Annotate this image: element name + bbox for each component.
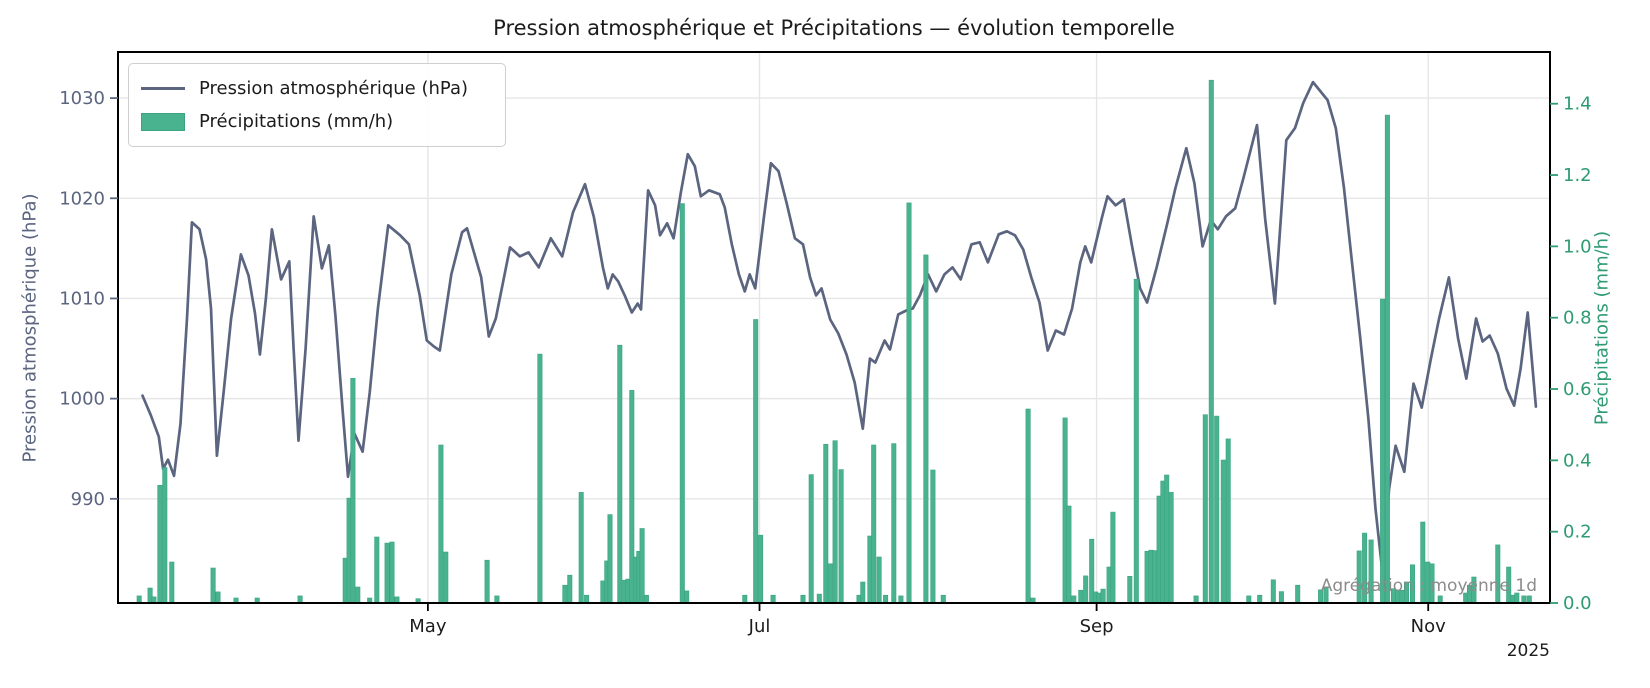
precip-bar xyxy=(1083,575,1089,604)
precip-bar xyxy=(930,469,936,604)
precip-bar xyxy=(1133,278,1139,604)
precip-bar xyxy=(389,541,395,604)
plot-border xyxy=(117,51,1551,604)
precip-bar xyxy=(1246,595,1252,604)
precip-bar xyxy=(1202,414,1208,604)
legend-label-precip: Précipitations (mm/h) xyxy=(199,111,394,132)
precip-bar xyxy=(617,344,623,604)
right-axis-label: Précipitations (mm/h) xyxy=(1591,230,1613,426)
precip-bar xyxy=(629,390,635,604)
precip-bar xyxy=(940,594,946,604)
legend-label-pressure: Pression atmosphérique (hPa) xyxy=(199,78,468,99)
chart-title: Pression atmosphérique et Précipitations… xyxy=(493,16,1175,40)
precip-bar xyxy=(679,203,685,604)
legend-item-precip: Précipitations (mm/h) xyxy=(141,105,491,138)
precip-bar xyxy=(578,492,584,604)
x-axis-year-label: 2025 xyxy=(1506,641,1550,661)
precip-bar xyxy=(1257,594,1263,604)
precip-bar xyxy=(827,563,833,604)
precip-bar xyxy=(584,594,590,604)
precip-bar xyxy=(758,534,764,604)
precip-bar xyxy=(384,542,390,604)
precip-bar xyxy=(643,594,649,604)
precip-bar xyxy=(639,528,645,604)
precip-bar xyxy=(484,559,490,604)
precip-bar xyxy=(297,595,303,604)
precip-bar xyxy=(607,514,613,604)
right-tick-label: 0.6 xyxy=(1563,379,1592,400)
x-tick-label: Jul xyxy=(748,616,771,637)
precip-bar xyxy=(770,594,776,604)
precip-bar xyxy=(537,353,543,604)
precip-bar xyxy=(906,202,912,604)
precip-bar xyxy=(210,567,216,604)
precip-bar xyxy=(350,377,356,604)
precip-bar xyxy=(871,444,877,604)
precip-bar xyxy=(1066,505,1072,604)
precip-bar xyxy=(157,484,163,604)
precip-bar xyxy=(832,440,838,604)
precip-bar-swatch-icon xyxy=(141,112,185,131)
precip-bar xyxy=(816,593,822,604)
precip-bar xyxy=(1208,79,1214,604)
precip-bar xyxy=(215,591,221,604)
precip-bar xyxy=(876,556,882,604)
precip-bar xyxy=(355,586,361,604)
precip-bar xyxy=(753,319,759,604)
precip-bar xyxy=(1214,415,1220,604)
precip-bar xyxy=(438,444,444,604)
right-tick-label: 1.2 xyxy=(1563,165,1592,186)
legend: Pression atmosphérique (hPa) Précipitati… xyxy=(128,63,506,147)
right-tick-label: 0.4 xyxy=(1563,450,1592,471)
precip-bar xyxy=(898,595,904,604)
precip-bar xyxy=(374,536,380,604)
precip-bar xyxy=(443,551,449,604)
precip-bar xyxy=(1025,408,1031,604)
right-tick-label: 0.2 xyxy=(1563,522,1592,543)
precip-bar xyxy=(494,595,500,604)
precip-bar xyxy=(1193,595,1199,604)
precip-bar xyxy=(169,561,175,604)
precip-bar xyxy=(860,581,866,604)
x-tick-label: May xyxy=(409,616,447,637)
precip-bar xyxy=(1384,114,1390,604)
left-axis-label: Pression atmosphérique (hPa) xyxy=(19,193,41,463)
left-tick-label: 1010 xyxy=(59,288,105,309)
precip-bar xyxy=(567,574,573,604)
left-tick-label: 1030 xyxy=(59,88,105,109)
precip-bar xyxy=(923,254,929,604)
x-tick-label: Nov xyxy=(1411,616,1446,637)
x-tick-label: Sep xyxy=(1080,616,1114,637)
right-tick-label: 1.0 xyxy=(1563,236,1592,257)
precip-bar xyxy=(1437,595,1443,604)
precip-bar xyxy=(742,594,748,604)
precip-bar xyxy=(684,590,690,604)
precip-bar xyxy=(838,469,844,604)
precip-bar xyxy=(1078,589,1084,604)
precip-bar xyxy=(800,594,806,604)
pressure-line-swatch-icon xyxy=(141,87,185,90)
precip-bar xyxy=(1521,595,1527,604)
precip-bar xyxy=(162,467,168,604)
aggregation-annotation: Agrégation : moyenne 1d xyxy=(1320,576,1537,596)
left-tick-label: 990 xyxy=(71,489,105,510)
precip-bar xyxy=(823,443,829,604)
precip-bar xyxy=(808,474,814,604)
right-tick-label: 0.0 xyxy=(1563,593,1592,614)
right-tick-label: 1.4 xyxy=(1563,94,1592,115)
precip-bar xyxy=(136,595,142,604)
left-tick-label: 1020 xyxy=(59,188,105,209)
precip-bar xyxy=(891,443,897,604)
pressure-line-series xyxy=(141,80,1538,576)
precip-bar xyxy=(562,584,568,604)
precip-bar xyxy=(1526,595,1532,604)
precip-bar xyxy=(883,594,889,604)
right-tick-label: 0.8 xyxy=(1563,308,1592,329)
legend-item-pressure: Pression atmosphérique (hPa) xyxy=(141,72,491,105)
precip-bar xyxy=(1071,595,1077,604)
left-tick-label: 1000 xyxy=(59,389,105,410)
precip-bar xyxy=(1380,298,1386,604)
